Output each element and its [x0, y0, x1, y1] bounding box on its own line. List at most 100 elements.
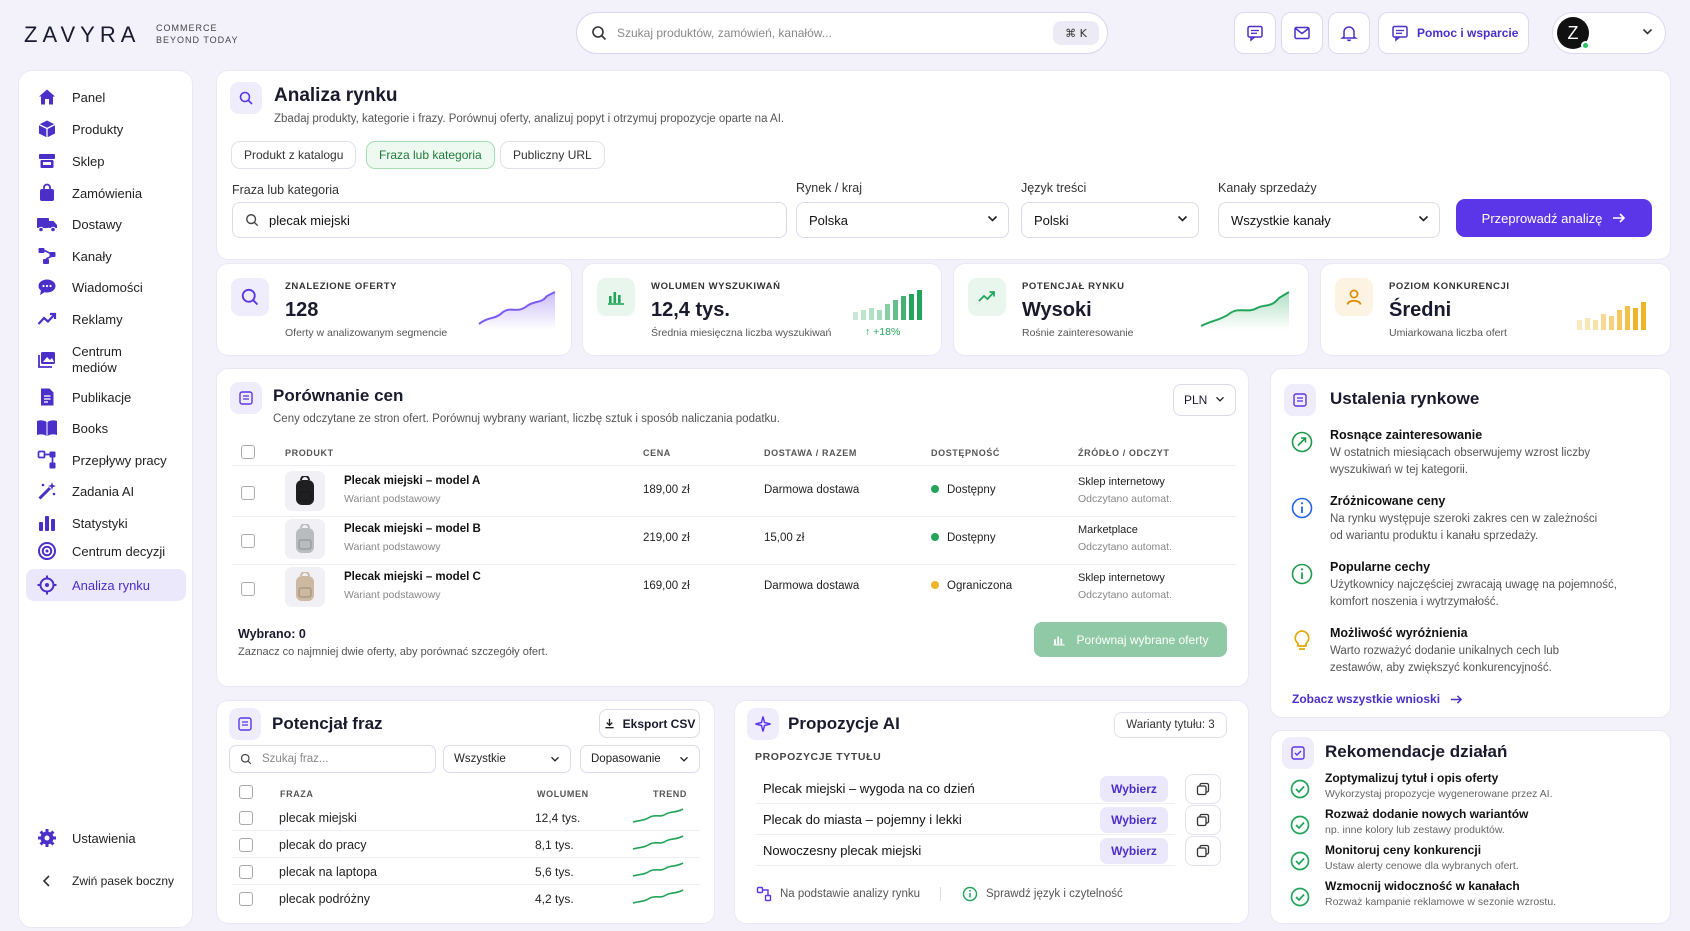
all-insights-link[interactable]: Zobacz wszystkie wnioski: [1292, 692, 1463, 706]
copy-button[interactable]: [1185, 774, 1221, 804]
stat-value: Średni: [1389, 299, 1452, 321]
sidebar-item-5[interactable]: Kanały: [26, 240, 186, 272]
col-availability: DOSTĘPNOŚĆ: [931, 448, 1001, 458]
insight-desc: Warto rozważyć dodanie unikalnych cech l…: [1330, 645, 1560, 674]
export-label: Eksport CSV: [622, 716, 696, 731]
divider: [232, 884, 700, 885]
row-checkbox[interactable]: [241, 534, 255, 548]
select-all-phrases-checkbox[interactable]: [239, 785, 253, 799]
phrase-sort-select[interactable]: Dopasowanie: [580, 745, 700, 773]
lang-select[interactable]: Polski: [1021, 202, 1199, 238]
sidebar-item-settings[interactable]: Ustawienia: [26, 822, 186, 854]
ai-title-text: Nowoczesny plecak miejski: [763, 843, 922, 858]
sidebar-item-label: Books: [72, 420, 109, 436]
collapse-label: Zwiń pasek boczny: [72, 874, 175, 888]
tab-phrase[interactable]: Fraza lub kategoria: [366, 141, 495, 169]
phrase-checkbox[interactable]: [239, 892, 253, 906]
global-search[interactable]: Szukaj produktów, zamówień, kanałów... ⌘…: [576, 12, 1108, 54]
sidebar-item-7[interactable]: Reklamy: [26, 303, 186, 335]
collapse-sidebar-button[interactable]: Zwiń pasek boczny: [26, 865, 186, 897]
rec-title[interactable]: Monitoruj ceny konkurencji: [1325, 843, 1482, 857]
help-button[interactable]: Pomoc i wsparcie: [1378, 12, 1529, 54]
sidebar-item-6[interactable]: Wiadomości: [26, 271, 186, 303]
brand-tagline: COMMERCE BEYOND TODAY: [156, 23, 239, 45]
select-title-button[interactable]: Wybierz: [1100, 776, 1168, 802]
phrase-text[interactable]: plecak podróżny: [279, 892, 371, 906]
sidebar-item-4[interactable]: Dostawy: [26, 208, 186, 240]
phrase-search-input[interactable]: Szukaj fraz...: [229, 745, 436, 773]
stat-card-potential: POTENCJAŁ RYNKU Wysoki Rośnie zaintereso…: [953, 263, 1309, 356]
sidebar-item-0[interactable]: Panel: [26, 81, 186, 113]
stat-desc: Średnia miesięczna liczba wyszukiwań: [651, 327, 832, 339]
select-title-button[interactable]: Wybierz: [1100, 807, 1168, 833]
title-variants-badge: Warianty tytułu: 3: [1114, 712, 1227, 738]
copy-button[interactable]: [1185, 836, 1221, 866]
sidebar-item-2[interactable]: Sklep: [26, 145, 186, 177]
phrase-text[interactable]: plecak miejski: [279, 811, 357, 825]
rec-desc: np. inne kolory lub zestawy produktów.: [1325, 824, 1505, 836]
ai-section-label: PROPOZYCJE TYTUŁU: [755, 751, 882, 763]
currency-select[interactable]: PLN: [1173, 384, 1236, 416]
phrase-input[interactable]: plecak miejski: [232, 202, 787, 238]
ai-title-option: Plecak miejski – wygoda na co dzień: [755, 774, 1175, 804]
stat-desc: Oferty w analizowanym segmencie: [285, 327, 448, 339]
sidebar-item-15[interactable]: Analiza rynku: [26, 569, 186, 601]
product-name[interactable]: Plecak miejski – model A: [344, 475, 481, 487]
sidebar-item-3[interactable]: Zamówienia: [26, 177, 186, 209]
stat-value: Wysoki: [1022, 299, 1092, 321]
sidebar-item-11[interactable]: Przepływy pracy: [26, 444, 186, 476]
col-delivery: DOSTAWA / RAZEM: [764, 448, 857, 458]
copy-button[interactable]: [1185, 805, 1221, 835]
sidebar-item-8[interactable]: Centrum mediów: [26, 340, 186, 380]
market-select[interactable]: Polska: [796, 202, 1009, 238]
check-circle-icon: [1290, 887, 1310, 907]
notifications-button[interactable]: [1328, 12, 1370, 54]
recommendations-card: [1270, 730, 1671, 924]
rec-desc: Wykorzystaj propozycje wygenerowane prze…: [1325, 788, 1553, 800]
sidebar-item-9[interactable]: Publikacje: [26, 381, 186, 413]
col-phrase: FRAZA: [280, 789, 314, 799]
tab-catalog[interactable]: Produkt z katalogu: [231, 141, 357, 169]
rec-title[interactable]: Rozważ dodanie nowych wariantów: [1325, 807, 1529, 821]
select-title-button[interactable]: Wybierz: [1100, 838, 1168, 864]
sidebar-item-12[interactable]: Zadania AI: [26, 475, 186, 507]
phrase-checkbox[interactable]: [239, 865, 253, 879]
brand-logo[interactable]: ZAVYRA: [24, 22, 141, 47]
sidebar-item-13[interactable]: Statystyki: [26, 507, 186, 539]
run-analysis-button[interactable]: Przeprowadź analizę: [1456, 199, 1652, 237]
market-label: Rynek / kraj: [796, 181, 862, 195]
chevron-down-icon: [679, 756, 689, 763]
rec-title[interactable]: Wzmocnij widoczność w kanałach: [1325, 879, 1520, 893]
user-menu[interactable]: Z: [1552, 12, 1666, 54]
user-icon: [1335, 278, 1373, 316]
prices-subtitle: Ceny odczytane ze stron ofert. Porównuj …: [273, 413, 780, 425]
ai-language-check[interactable]: Sprawdź język i czytelność: [962, 886, 1123, 902]
rec-title[interactable]: Zoptymalizuj tytuł i opis oferty: [1325, 771, 1499, 785]
stat-label: WOLUMEN WYSZUKIWAŃ: [651, 281, 781, 292]
phrase-checkbox[interactable]: [239, 811, 253, 825]
product-name[interactable]: Plecak miejski – model C: [344, 571, 481, 583]
phrase-text[interactable]: plecak do pracy: [279, 838, 367, 852]
stat-label: POZIOM KONKURENCJI: [1389, 281, 1510, 292]
tab-url[interactable]: Publiczny URL: [500, 141, 605, 169]
phrase-checkbox[interactable]: [239, 838, 253, 852]
phrase-text[interactable]: plecak na laptopa: [279, 865, 377, 879]
compare-offers-button[interactable]: Porównaj wybrane oferty: [1034, 622, 1227, 657]
chevron-down-icon: [987, 215, 998, 223]
availability: Ograniczona: [931, 580, 1012, 592]
mail-button[interactable]: [1281, 12, 1323, 54]
phrase-filter-select[interactable]: Wszystkie: [443, 745, 571, 773]
trend-up-icon: [968, 278, 1006, 316]
messages-button[interactable]: [1234, 12, 1276, 54]
row-checkbox[interactable]: [241, 486, 255, 500]
channels-select[interactable]: Wszystkie kanały: [1218, 202, 1440, 238]
sidebar-item-label: Kanały: [72, 248, 112, 264]
sidebar-item-14[interactable]: Centrum decyzji: [26, 535, 186, 567]
sidebar-item-1[interactable]: Produkty: [26, 113, 186, 145]
select-all-checkbox[interactable]: [241, 445, 255, 459]
workflow-icon: [756, 886, 772, 902]
export-csv-button[interactable]: Eksport CSV: [599, 709, 700, 738]
product-name[interactable]: Plecak miejski – model B: [344, 523, 481, 535]
row-checkbox[interactable]: [241, 582, 255, 596]
sidebar-item-10[interactable]: Books: [26, 412, 186, 444]
